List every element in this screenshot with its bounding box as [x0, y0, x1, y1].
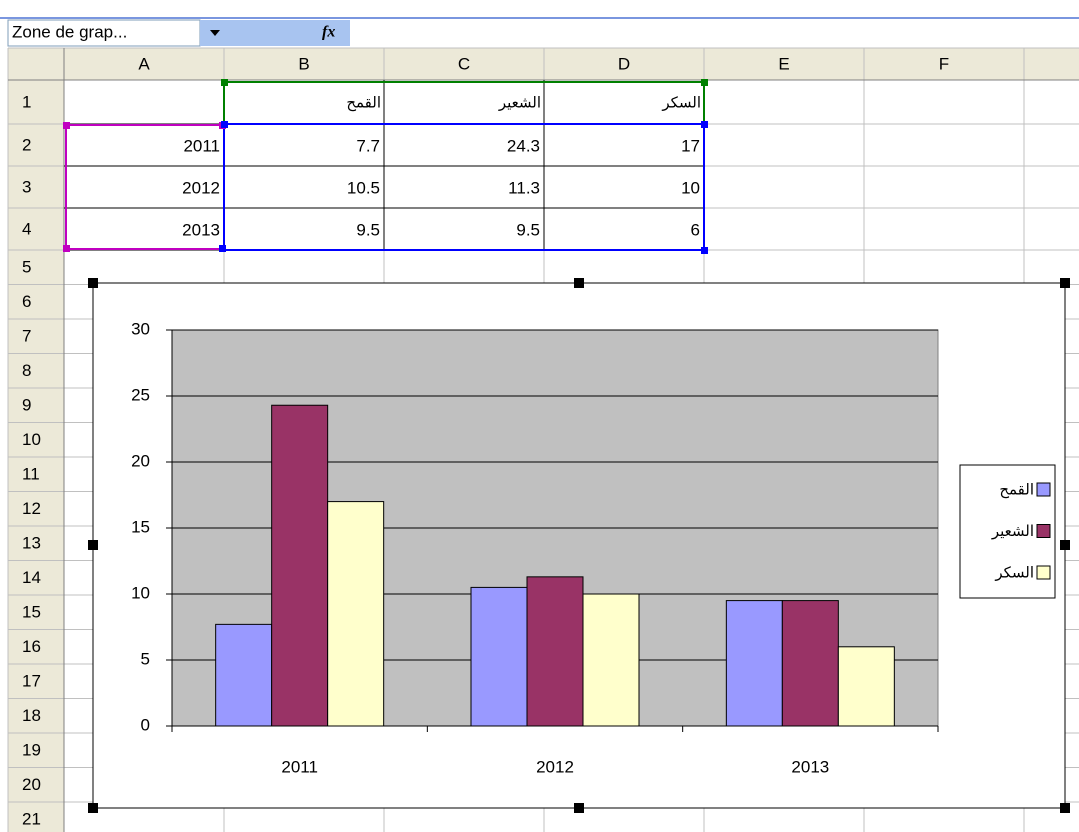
range-handle [221, 79, 228, 86]
row-header: 20 [22, 775, 41, 794]
fx-icon[interactable]: fx [322, 24, 335, 41]
row-header: 12 [22, 499, 41, 518]
bar [781, 600, 839, 727]
column-header: D [618, 54, 630, 73]
range-handle [701, 79, 708, 86]
cell: 2011 [183, 136, 220, 155]
chart-handle [1060, 278, 1070, 288]
range-handle [701, 121, 708, 128]
y-tick-label: 15 [131, 517, 150, 536]
chart-handle [88, 540, 98, 550]
row-header: 18 [22, 706, 41, 725]
legend-swatch [1036, 524, 1051, 538]
row-header: 13 [22, 534, 41, 553]
row-header: 5 [22, 258, 31, 277]
column-header: C [458, 54, 470, 73]
chart-handle [1060, 803, 1070, 813]
row-header: 19 [22, 741, 41, 760]
cell: 11.3 [508, 178, 540, 197]
header-cell: السكر [661, 94, 701, 112]
row-header: 9 [22, 396, 31, 415]
bar [215, 623, 273, 727]
row-header: 14 [22, 568, 41, 587]
cell: 17 [681, 136, 700, 155]
y-tick-label: 25 [131, 385, 150, 404]
x-tick-label: 2013 [791, 757, 829, 776]
legend-label: الشعير [991, 522, 1034, 540]
legend-swatch [1036, 565, 1051, 580]
row-header: 3 [22, 177, 31, 196]
range-handle [63, 122, 70, 129]
row-header: 4 [22, 219, 31, 238]
cell: 2013 [182, 220, 220, 239]
header-cell: القمح [346, 94, 381, 112]
formula-bar-button-area[interactable] [200, 20, 350, 46]
bar [582, 593, 640, 727]
range-handle [219, 245, 226, 252]
row-header: 10 [22, 430, 41, 449]
row-header: 21 [22, 810, 41, 829]
bar [725, 600, 783, 727]
range-handle [63, 245, 70, 252]
column-header: F [939, 54, 949, 73]
chart-handle [88, 803, 98, 813]
chart-handle [574, 803, 584, 813]
y-tick-label: 20 [131, 451, 150, 470]
cell: 24.3 [507, 136, 540, 155]
value-range [223, 123, 705, 251]
chart-handle [574, 278, 584, 288]
cell: 9.5 [356, 220, 380, 239]
row-header: 7 [22, 327, 31, 346]
legend-swatch [1036, 482, 1051, 497]
bar [837, 646, 895, 727]
chart[interactable]: 0 5 10 15 20 25 30 2011 2012 2013 القمح الشعير السكر [88, 278, 1070, 813]
column-header: E [778, 54, 789, 73]
chart-handle [1060, 540, 1070, 550]
row-header: 11 [22, 465, 40, 484]
range-handle [701, 247, 708, 254]
name-box[interactable] [7, 19, 201, 47]
bar [470, 586, 528, 727]
row-header: 8 [22, 361, 31, 380]
y-tick-label: 5 [141, 649, 150, 668]
y-tick-label: 0 [141, 715, 150, 734]
column-header: B [298, 54, 309, 73]
cell: 7.7 [356, 136, 380, 155]
row-header: 1 [22, 92, 31, 111]
row-header: 16 [22, 637, 41, 656]
x-tick-label: 2012 [536, 757, 574, 776]
y-tick-label: 30 [131, 319, 150, 338]
legend-label: السكر [994, 564, 1034, 582]
name-box-text: Zone de grap... [12, 22, 127, 41]
bar [271, 404, 329, 727]
column-header: A [138, 54, 150, 73]
cell: 10 [681, 178, 700, 197]
row-header: 15 [22, 603, 41, 622]
cell: 6 [691, 220, 700, 239]
dropdown-arrow[interactable] [210, 30, 220, 36]
x-tick-label: 2011 [281, 757, 318, 776]
range-handle [221, 121, 228, 128]
row-header-bar [8, 48, 64, 832]
chart-handle [88, 278, 98, 288]
cell: 9.5 [516, 220, 540, 239]
header-cell: الشعير [498, 94, 541, 112]
legend-label: القمح [999, 481, 1034, 499]
y-tick-label: 10 [131, 583, 150, 602]
bar [327, 501, 385, 727]
cell: 10.5 [347, 178, 380, 197]
row-header: 6 [22, 292, 31, 311]
cell: 2012 [182, 178, 220, 197]
row-header: 17 [22, 672, 41, 691]
bar [526, 576, 584, 727]
row-header: 2 [22, 135, 31, 154]
